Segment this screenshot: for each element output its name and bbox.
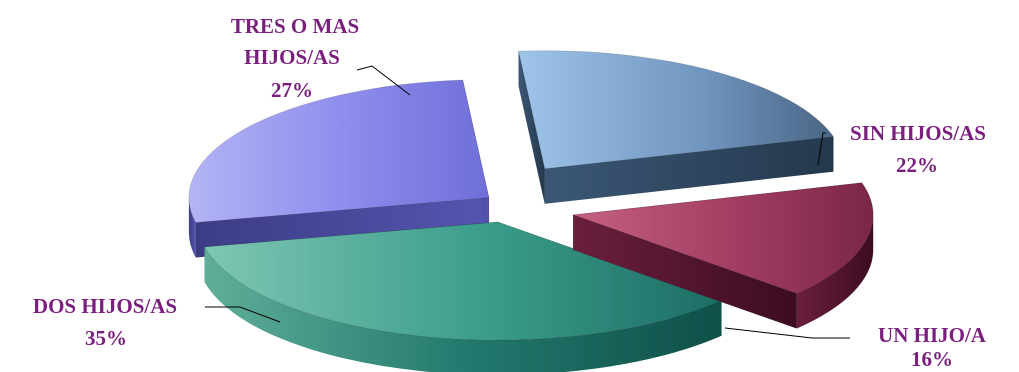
pie-slice-dos-hijos-top bbox=[204, 221, 723, 341]
label-un-hijo-percent: 16% bbox=[911, 347, 953, 371]
pie-slice-sin-hijos bbox=[518, 50, 834, 205]
leader-line-un-hijo bbox=[724, 327, 850, 339]
label-sin-hijos-name: SIN HIJOS/AS bbox=[850, 121, 986, 145]
label-tres-o-mas-name-line2: HIJOS/AS bbox=[244, 45, 340, 69]
pie-slice-un-hijo-side-end bbox=[572, 214, 798, 329]
label-un-hijo-name: UN HIJO/A bbox=[878, 323, 987, 347]
label-dos-hijos-percent: 35% bbox=[85, 326, 127, 350]
leader-line-tres-o-mas bbox=[356, 65, 411, 96]
pie-slice-dos-hijos bbox=[204, 221, 723, 372]
leader-line-sin-hijos bbox=[817, 132, 826, 166]
pie-slice-un-hijo bbox=[572, 182, 874, 329]
pie-slice-tres-o-mas-wall bbox=[188, 197, 196, 258]
pie-slices bbox=[188, 50, 874, 372]
pie-slice-tres-o-mas-top bbox=[188, 79, 490, 223]
label-sin-hijos-percent: 22% bbox=[896, 153, 938, 177]
pie-slice-sin-hijos-top bbox=[518, 50, 834, 170]
pie-slice-dos-hijos-wall bbox=[204, 246, 722, 372]
label-tres-o-mas-name-line1: TRES O MAS bbox=[231, 14, 359, 38]
label-tres-o-mas-percent: 27% bbox=[271, 78, 313, 102]
leader-line-dos-hijos bbox=[205, 306, 281, 323]
pie-slice-un-hijo-top bbox=[573, 182, 874, 294]
pie-slice-un-hijo-wall bbox=[796, 214, 874, 329]
pie-slice-sin-hijos-side-start bbox=[518, 51, 545, 204]
label-dos-hijos-name: DOS HIJOS/AS bbox=[33, 294, 177, 318]
